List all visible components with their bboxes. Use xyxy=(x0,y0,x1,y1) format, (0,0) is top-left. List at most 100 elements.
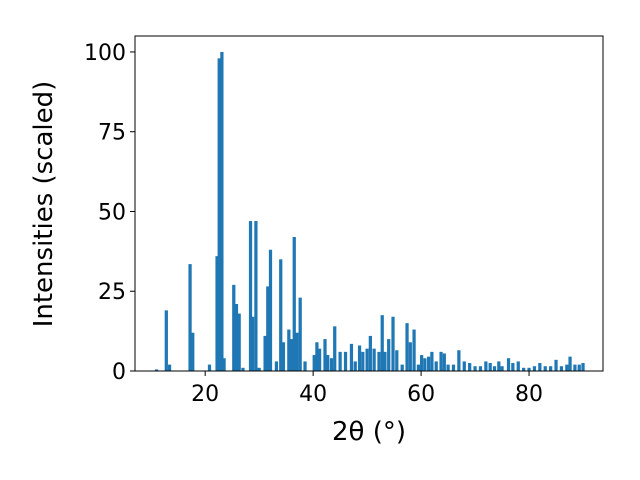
bar xyxy=(365,348,369,371)
bar xyxy=(511,363,515,371)
bar xyxy=(457,350,461,371)
bar xyxy=(423,358,427,371)
x-axis-label: 2θ (°) xyxy=(332,417,406,447)
bar xyxy=(349,343,354,371)
bar xyxy=(241,367,245,371)
bar xyxy=(215,256,219,371)
bar xyxy=(522,367,526,371)
y-tick-label: 25 xyxy=(98,280,126,305)
bar xyxy=(451,364,456,371)
bar xyxy=(400,364,404,371)
bar xyxy=(581,363,585,371)
bar xyxy=(427,356,431,371)
y-axis-label: Intensities (scaled) xyxy=(29,81,59,328)
bar xyxy=(167,364,172,371)
y-tick-label: 100 xyxy=(84,41,126,66)
bar xyxy=(217,58,221,371)
bar xyxy=(395,350,399,371)
bar xyxy=(188,264,192,371)
bar xyxy=(237,313,241,371)
y-tick-label: 50 xyxy=(98,200,126,225)
bar xyxy=(315,342,319,371)
bar xyxy=(497,361,501,371)
bar xyxy=(506,358,511,371)
bar xyxy=(549,366,553,371)
bar xyxy=(420,355,424,371)
bar xyxy=(222,358,226,371)
bar xyxy=(266,286,270,371)
bar xyxy=(484,361,488,371)
bar xyxy=(538,363,542,371)
bar xyxy=(405,323,409,371)
bar xyxy=(412,329,416,371)
bar xyxy=(478,366,483,371)
bar xyxy=(554,359,558,371)
bar xyxy=(295,332,299,371)
bar xyxy=(473,366,477,371)
bar xyxy=(317,348,322,371)
bar xyxy=(416,364,421,371)
bar xyxy=(343,351,348,371)
bar xyxy=(220,51,224,371)
bar xyxy=(312,355,316,371)
bar xyxy=(232,284,236,371)
bar xyxy=(383,351,387,371)
bar xyxy=(257,367,261,371)
plot-frame xyxy=(134,35,604,372)
bar xyxy=(434,361,438,371)
bar xyxy=(430,351,434,371)
bar xyxy=(326,355,330,371)
bar xyxy=(543,366,547,371)
bar xyxy=(353,361,357,371)
bar xyxy=(292,237,296,371)
bar xyxy=(361,351,365,371)
bar xyxy=(462,361,466,371)
x-tick-label: 20 xyxy=(191,382,219,407)
bar xyxy=(263,335,267,371)
bar xyxy=(446,364,450,371)
y-tick-label: 0 xyxy=(112,360,126,385)
bar xyxy=(577,364,581,371)
bar xyxy=(357,345,362,371)
bar xyxy=(329,358,334,371)
bar xyxy=(387,339,391,371)
bar xyxy=(207,364,212,371)
bar xyxy=(281,342,286,371)
bar xyxy=(289,339,294,371)
x-tick-label: 40 xyxy=(299,382,327,407)
bar xyxy=(568,356,572,371)
bar xyxy=(191,332,195,371)
bar xyxy=(251,316,255,371)
x-tick-label: 80 xyxy=(515,382,543,407)
bar xyxy=(377,351,381,371)
x-tick-label: 60 xyxy=(407,382,435,407)
bar xyxy=(254,221,258,371)
bar xyxy=(372,348,376,371)
bar xyxy=(500,366,504,371)
bar xyxy=(408,342,412,371)
bar xyxy=(527,367,531,371)
y-tick-label: 75 xyxy=(98,121,126,146)
bar xyxy=(532,366,537,371)
bar xyxy=(164,310,168,371)
bar xyxy=(468,363,472,371)
bar xyxy=(442,353,446,371)
bar xyxy=(565,364,569,371)
bar xyxy=(391,316,395,371)
bar xyxy=(488,363,492,371)
bar xyxy=(287,329,291,371)
bar xyxy=(248,221,253,371)
bar xyxy=(333,326,337,371)
bar xyxy=(154,369,159,371)
bar xyxy=(368,335,372,371)
bar xyxy=(516,361,520,371)
bar xyxy=(492,366,497,371)
bar xyxy=(274,361,279,371)
bar xyxy=(234,304,239,371)
bar xyxy=(323,339,327,371)
bar xyxy=(380,315,384,371)
bar xyxy=(439,351,443,371)
bar xyxy=(303,361,307,371)
bar xyxy=(559,366,564,371)
